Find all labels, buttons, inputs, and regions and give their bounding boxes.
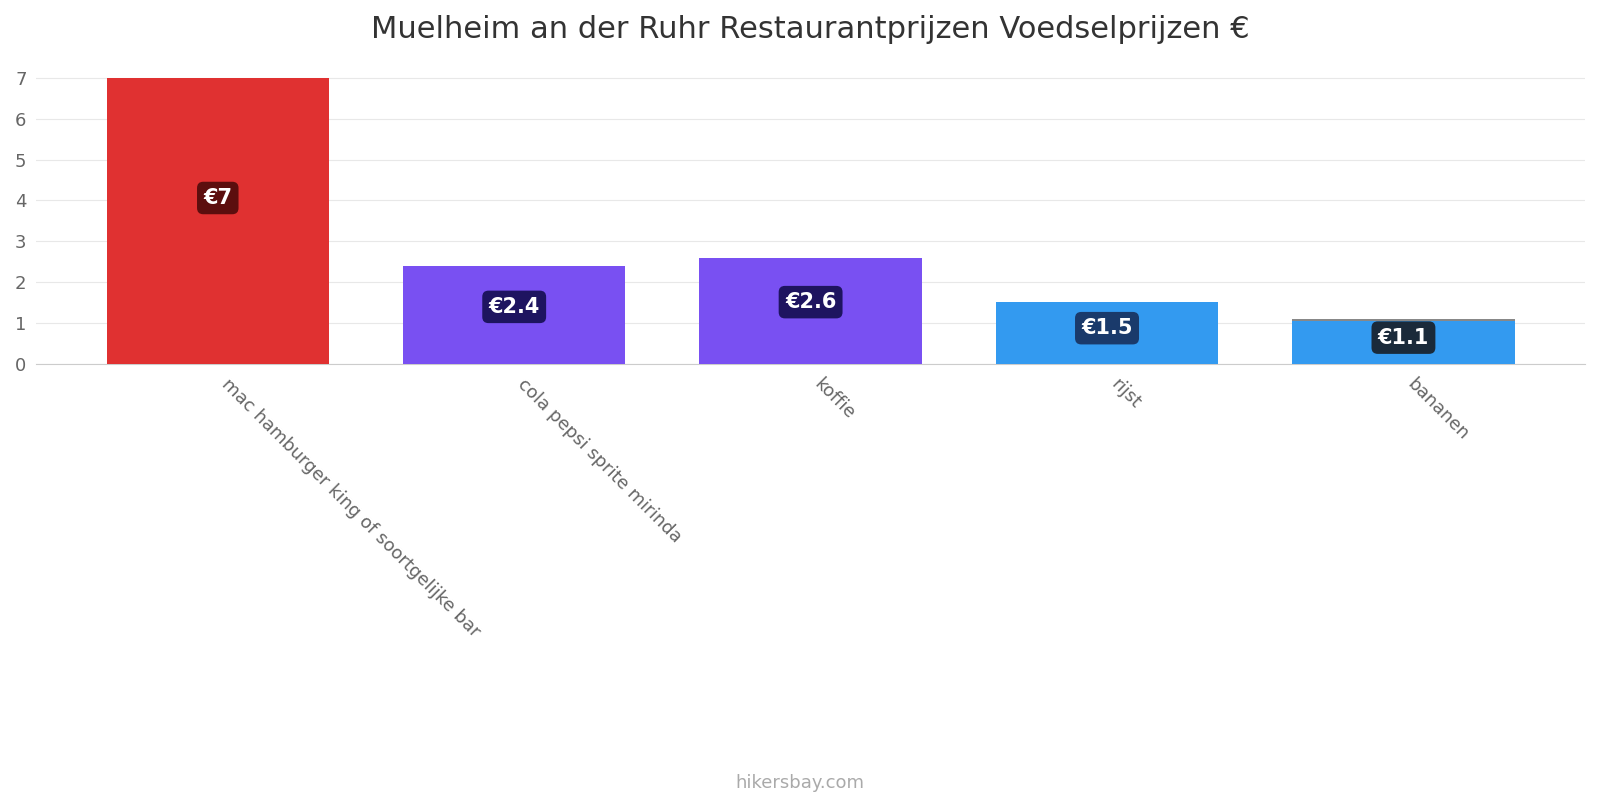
Bar	[995, 302, 1218, 364]
Bar	[699, 258, 922, 364]
Text: hikersbay.com: hikersbay.com	[736, 774, 864, 792]
Bar	[1293, 318, 1515, 322]
Bar	[403, 266, 626, 364]
Text: €2.6: €2.6	[786, 292, 837, 312]
Text: €1.1: €1.1	[1378, 328, 1429, 348]
Title: Muelheim an der Ruhr Restaurantprijzen Voedselprijzen €: Muelheim an der Ruhr Restaurantprijzen V…	[371, 15, 1250, 44]
Bar	[107, 78, 330, 364]
Text: €2.4: €2.4	[488, 297, 539, 317]
Text: €7: €7	[203, 188, 232, 208]
Text: €1.5: €1.5	[1082, 318, 1133, 338]
Bar	[1293, 318, 1515, 364]
